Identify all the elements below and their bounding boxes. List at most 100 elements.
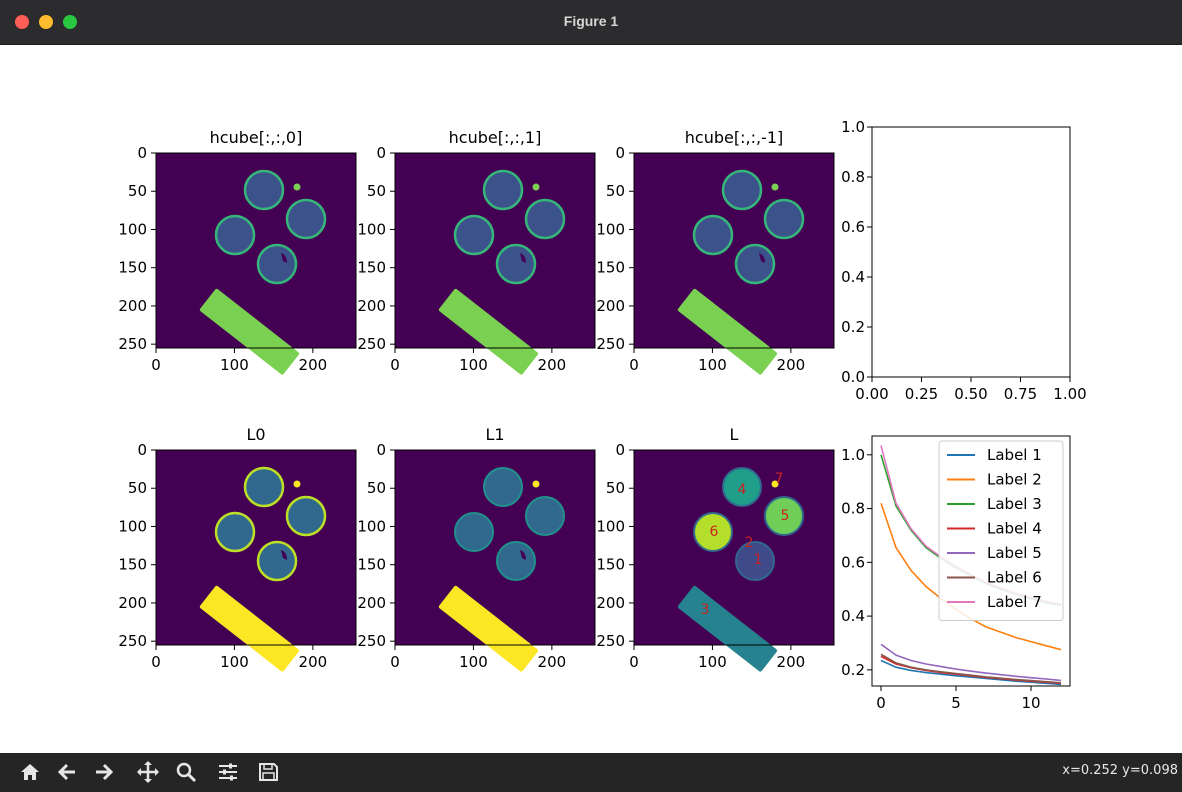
figure-canvas[interactable]: hcube[:,:,0] 0 50 100 150 200 250 0 100 200 hcube[…: [0, 45, 1182, 753]
region-disk-6: [693, 512, 733, 552]
close-window-button[interactable]: [15, 15, 29, 29]
y-tick-label: 0: [376, 441, 386, 459]
y-tick-label: 50: [128, 182, 147, 200]
y-tick-label: 150: [596, 259, 625, 277]
save-icon: [259, 763, 278, 781]
region-label-1: 1: [754, 552, 763, 568]
forward-arrow-icon: [96, 763, 114, 781]
y-tick-label: 250: [596, 335, 625, 353]
axes-frame: [871, 126, 1071, 378]
home-button[interactable]: [16, 758, 44, 786]
y-tick-label: 100: [118, 220, 147, 238]
y-tick-label: 100: [357, 220, 386, 238]
x-tick-label: 10: [1021, 694, 1040, 712]
phantom-disk: [525, 496, 565, 536]
legend-label: Label 6: [987, 569, 1042, 587]
x-tick-label: 0: [151, 356, 161, 374]
y-tick-label: 250: [357, 632, 386, 650]
phantom-disk: [454, 512, 494, 552]
x-tick-label: 0.25: [905, 385, 938, 403]
x-tick-label: 100: [220, 653, 249, 671]
x-tick-label: 100: [698, 653, 727, 671]
x-tick-label: 0.75: [1004, 385, 1037, 403]
configure-subplots-icon: [219, 763, 237, 781]
legend-label: Label 4: [987, 520, 1042, 538]
panel-title: L0: [246, 425, 265, 444]
x-tick-label: 200: [777, 356, 806, 374]
y-tick-label: 50: [606, 479, 625, 497]
phantom-disk: [496, 541, 536, 581]
phantom-notch: [520, 550, 526, 560]
phantom-disk: [285, 495, 327, 537]
y-tick-label: 0.6: [841, 553, 865, 571]
y-tick-label: 250: [118, 632, 147, 650]
y-tick-label: 0.4: [841, 268, 865, 286]
navigation-toolbar: x=0.252 y=0.098: [0, 753, 1182, 792]
legend-label: Label 3: [987, 495, 1042, 513]
configure-subplots-button[interactable]: [214, 758, 242, 786]
y-tick-label: 200: [118, 594, 147, 612]
legend-label: Label 7: [987, 593, 1042, 611]
phantom-disk: [483, 467, 523, 507]
y-tick-label: 200: [357, 594, 386, 612]
region-disk-5: [764, 496, 804, 536]
y-tick-label: 50: [606, 182, 625, 200]
y-tick-label: 150: [118, 556, 147, 574]
y-tick-label: 0.0: [841, 368, 865, 386]
axes-frame: [155, 152, 357, 349]
legend-label: Label 5: [987, 544, 1042, 562]
region-disk-4: [722, 467, 762, 507]
x-tick-label: 0.50: [954, 385, 987, 403]
x-tick-label: 0: [629, 653, 639, 671]
panel-title: hcube[:,:,1]: [449, 128, 542, 147]
x-tick-label: 0.00: [855, 385, 888, 403]
phantom-disk: [256, 540, 298, 582]
panel-title: L: [730, 425, 739, 444]
axes-frame: [155, 449, 357, 646]
y-tick-label: 100: [596, 517, 625, 535]
window-titlebar: Figure 1: [0, 0, 1182, 45]
phantom-dot: [532, 480, 540, 488]
y-tick-label: 200: [118, 297, 147, 315]
back-button[interactable]: [53, 758, 81, 786]
series-line-5: [880, 643, 1062, 682]
zoom-button[interactable]: [172, 758, 200, 786]
axes-frame: [394, 449, 596, 646]
y-tick-label: 0.8: [841, 168, 865, 186]
maximize-window-button[interactable]: [63, 15, 77, 29]
forward-button[interactable]: [90, 758, 118, 786]
minimize-window-button[interactable]: [39, 15, 53, 29]
y-tick-label: 150: [357, 556, 386, 574]
pan-icon: [137, 761, 159, 783]
x-tick-label: 1.00: [1053, 385, 1086, 403]
pan-button[interactable]: [134, 758, 162, 786]
region-dot-7: [771, 480, 779, 488]
x-tick-label: 100: [459, 356, 488, 374]
y-tick-label: 0.8: [841, 500, 865, 518]
y-tick-label: 0.2: [841, 318, 865, 336]
phantom-image: [154, 151, 358, 377]
y-tick-label: 100: [118, 517, 147, 535]
x-tick-label: 0: [390, 653, 400, 671]
series-line-6: [880, 653, 1062, 684]
phantom-image: [393, 151, 597, 377]
y-tick-label: 0: [615, 144, 625, 162]
x-tick-label: 5: [951, 694, 961, 712]
back-arrow-icon: [57, 763, 75, 781]
x-tick-label: 0: [390, 356, 400, 374]
empty-axes-panel: 0.0 0.2 0.4 0.6 0.8 1.0 0.00 0.25 0.50 0.75 1.00: [841, 118, 1087, 403]
save-button[interactable]: [254, 758, 282, 786]
region-label-7: 7: [775, 471, 784, 487]
y-tick-label: 0: [137, 144, 147, 162]
legend-frame: [938, 440, 1064, 621]
panel-title: L1: [485, 425, 504, 444]
phantom-bar: [438, 585, 539, 672]
axes-frame: [633, 449, 835, 646]
y-tick-label: 150: [357, 259, 386, 277]
home-icon: [21, 764, 39, 780]
